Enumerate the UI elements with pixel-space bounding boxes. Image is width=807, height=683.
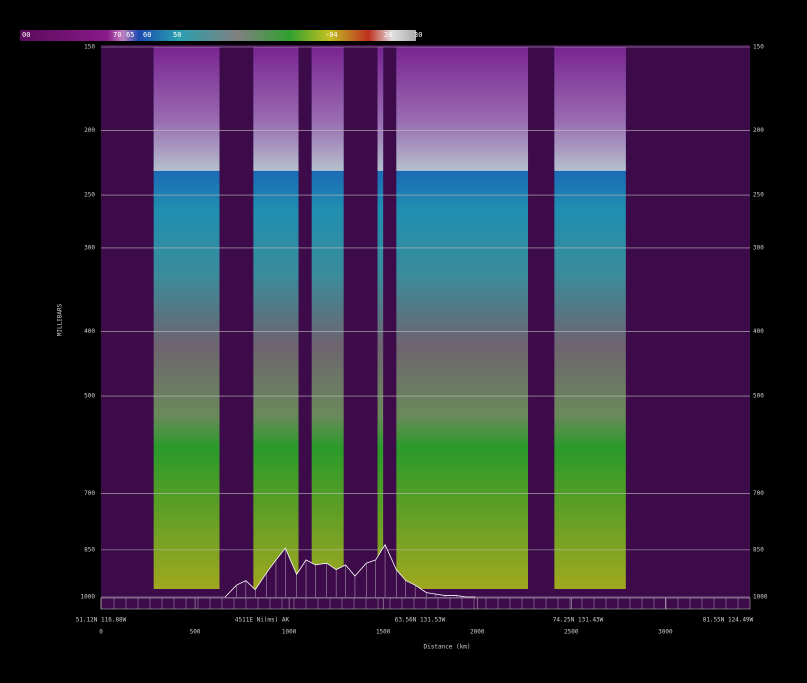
colorbar <box>20 30 416 41</box>
y-tick-label: 200 <box>84 127 95 134</box>
location-label: 81.55N 124.49W <box>703 617 754 624</box>
colorbar-label: 65 <box>126 31 134 39</box>
page: {"chart_data":{"type":"cross-section", "… <box>0 0 807 683</box>
x-tick-label: 2500 <box>564 629 579 636</box>
y-tick-label: 300 <box>84 244 95 251</box>
colorbar-label: -04 <box>325 31 338 39</box>
location-label: 63.56N 131.53W <box>395 617 446 624</box>
colorbar-label: 00 <box>22 31 30 39</box>
x-tick-label: 3000 <box>658 629 673 636</box>
upper-layer <box>253 47 298 171</box>
y-tick-label: 850 <box>84 546 95 553</box>
y-tick-label-right: 150 <box>753 44 764 51</box>
y-tick-label: 500 <box>84 393 95 400</box>
y-tick-label-right: 850 <box>753 546 764 553</box>
y-tick-label: 250 <box>84 192 95 199</box>
y-tick-label: 150 <box>84 44 95 51</box>
upper-layer <box>396 47 528 171</box>
x-tick-label: 1000 <box>282 629 297 636</box>
location-label: 4511E Ni(ms) AK <box>235 617 290 624</box>
y-tick-label-right: 200 <box>753 127 764 134</box>
y-tick-label-right: 400 <box>753 328 764 335</box>
upper-layer <box>378 47 384 171</box>
y-tick-label-right: 500 <box>753 393 764 400</box>
x-tick-label: 1500 <box>376 629 391 636</box>
chart: 00 70 65 60 50 -04 20 30 MILLIBARS Distance (km… <box>0 0 807 683</box>
y-tick-label: 1000 <box>81 594 96 601</box>
x-tick-label: 0 <box>99 629 103 636</box>
upper-layer <box>554 47 625 171</box>
y-tick-label-right: 700 <box>753 490 764 497</box>
x-axis-label: Distance (km) <box>424 644 471 651</box>
upper-layer <box>154 47 220 171</box>
scale-strip <box>101 598 750 609</box>
y-axis-label: MILLIBARS <box>57 303 64 336</box>
colorbar-label: 60 <box>143 31 151 39</box>
colorbar-label: 70 <box>113 31 121 39</box>
y-tick-label: 700 <box>84 490 95 497</box>
y-tick-label-right: 1000 <box>753 594 768 601</box>
location-label: 74.25N 131.43W <box>553 617 604 624</box>
colorbar-label: 20 <box>384 31 392 39</box>
y-tick-label-right: 300 <box>753 244 764 251</box>
y-tick-label: 400 <box>84 328 95 335</box>
y-tick-label-right: 250 <box>753 192 764 199</box>
x-tick-label: 500 <box>190 629 201 636</box>
colorbar-label: 50 <box>173 31 181 39</box>
upper-layer <box>312 47 344 171</box>
x-tick-label: 2000 <box>470 629 485 636</box>
colorbar-label: 30 <box>414 31 422 39</box>
location-label: 51.12N 116.88W <box>76 617 127 624</box>
